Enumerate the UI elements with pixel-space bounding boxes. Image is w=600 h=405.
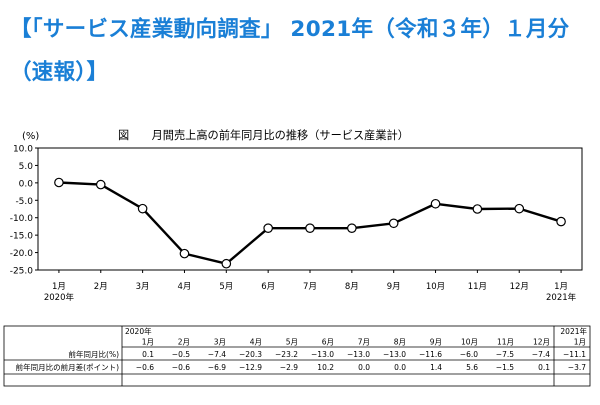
x-tick-label: 4月 xyxy=(178,282,192,292)
table-year-end: 2021年 xyxy=(560,326,587,336)
y-tick-label: -20.0 xyxy=(10,249,34,259)
table-month-header: 1月 xyxy=(142,338,154,347)
y-tick-label: -25.0 xyxy=(10,267,34,277)
data-point xyxy=(305,223,315,233)
table-cell: 10.2 xyxy=(317,363,334,372)
table-cell: −13.0 xyxy=(383,350,406,359)
data-point xyxy=(514,203,525,214)
x-tick-label: 1月 xyxy=(554,282,568,292)
x-tick-label: 7月 xyxy=(303,282,317,292)
table-cell: −11.1 xyxy=(563,350,586,359)
table-cell: −12.9 xyxy=(239,363,262,372)
data-point xyxy=(556,216,566,227)
y-tick-label: -15.0 xyxy=(10,232,34,242)
table-cell: 5.6 xyxy=(466,363,478,372)
table-cell: −7.4 xyxy=(532,350,550,359)
table-month-header: 6月 xyxy=(322,338,334,347)
table-cell: −7.4 xyxy=(208,350,226,359)
data-point xyxy=(221,258,232,269)
table-cell: −7.5 xyxy=(496,350,514,359)
y-axis-unit: (%) xyxy=(22,131,39,142)
table-cell: −0.6 xyxy=(172,363,190,372)
data-point xyxy=(388,218,399,229)
table-cell: 0.0 xyxy=(394,363,406,372)
table-month-header: 12月 xyxy=(533,338,550,347)
x-tick-label: 1月 xyxy=(52,282,66,292)
table-cell: 1.4 xyxy=(430,363,442,372)
data-point xyxy=(472,204,483,214)
data-point xyxy=(137,203,148,214)
x-tick-label: 3月 xyxy=(136,282,150,292)
table-cell: 0.1 xyxy=(142,350,154,359)
table-row-label: 前年同月比の前月差(ポイント) xyxy=(16,362,119,372)
data-point xyxy=(347,223,357,233)
data-point xyxy=(263,223,273,233)
table-month-header: 8月 xyxy=(394,338,406,347)
table-month-header: 3月 xyxy=(214,338,226,347)
x-tick-label: 10月 xyxy=(426,282,445,292)
y-tick-label: -5.0 xyxy=(15,197,33,207)
table-cell: 0.1 xyxy=(538,363,550,372)
table-cell: −0.6 xyxy=(136,363,154,372)
table-month-header: 11月 xyxy=(497,338,514,347)
table-month-header: 7月 xyxy=(358,338,370,347)
table-cell: −1.5 xyxy=(496,363,514,372)
table-cell: −0.5 xyxy=(172,350,190,359)
table-cell: −11.6 xyxy=(419,350,442,359)
table-cell: −6.9 xyxy=(208,363,226,372)
table-cell: −13.0 xyxy=(311,350,334,359)
table-cell: −3.7 xyxy=(568,363,586,372)
headline: 【「サービス産業動向調査」 2021年（令和３年）１月分（速報）】 xyxy=(10,17,570,85)
x-tick-label: 6月 xyxy=(261,282,275,292)
table-cell: 0.0 xyxy=(358,363,370,372)
table-cell: −23.2 xyxy=(275,350,298,359)
data-point xyxy=(179,248,190,259)
x-tick-label: 2月 xyxy=(94,282,108,292)
data-table-frame xyxy=(3,325,591,387)
x-year-label: 2021年 xyxy=(546,292,577,303)
x-tick-label: 5月 xyxy=(219,282,233,292)
y-tick-label: 10.0 xyxy=(13,145,33,155)
table-cell: −20.3 xyxy=(239,350,262,359)
x-tick-label: 11月 xyxy=(468,282,487,292)
x-tick-label: 12月 xyxy=(510,282,529,292)
table-month-header: 1月 xyxy=(574,338,586,347)
table-cell: −13.0 xyxy=(347,350,370,359)
data-point xyxy=(430,198,441,209)
x-tick-label: 9月 xyxy=(387,282,401,292)
table-month-header: 5月 xyxy=(286,338,298,347)
y-tick-label: -10.0 xyxy=(10,214,34,224)
chart-title: 図 月間売上高の前年同月比の推移（サービス産業計） xyxy=(118,128,409,142)
y-tick-label: 5.0 xyxy=(19,162,34,172)
table-month-header: 4月 xyxy=(250,338,262,347)
series-line xyxy=(58,181,562,265)
table-row-label: 前年同月比(%) xyxy=(69,349,120,359)
table-month-header: 10月 xyxy=(461,338,478,347)
table-year-start: 2020年 xyxy=(125,326,152,336)
table-cell: −2.9 xyxy=(280,363,298,372)
table-cell: −6.0 xyxy=(460,350,478,359)
table-month-header: 2月 xyxy=(178,338,190,347)
x-tick-label: 8月 xyxy=(345,282,359,292)
x-year-label: 2020年 xyxy=(44,292,75,303)
data-point xyxy=(95,179,106,190)
y-tick-label: 0.0 xyxy=(19,179,34,189)
table-month-header: 9月 xyxy=(430,338,442,347)
data-point xyxy=(54,177,64,188)
